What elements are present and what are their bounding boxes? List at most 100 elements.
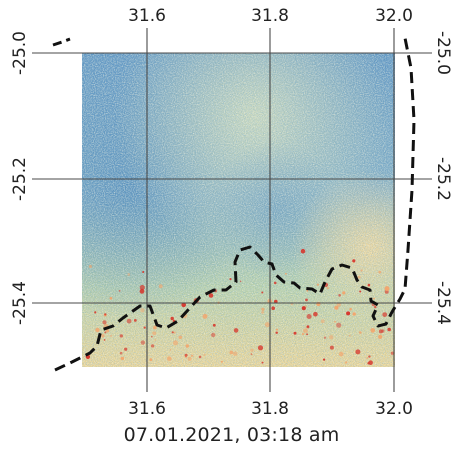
hotspot-pixel <box>329 335 334 340</box>
hotspot-pixel <box>94 311 97 314</box>
hotspot-pixel <box>276 328 278 331</box>
hotspot-pixel <box>306 325 310 328</box>
hotspot-pixel <box>382 312 388 317</box>
hotspot-pixel <box>232 351 238 357</box>
hotspot-pixel <box>367 283 371 287</box>
hotspot-pixel <box>257 345 264 351</box>
hotspot-pixel <box>178 335 183 340</box>
hotspot-pixel <box>158 284 163 289</box>
hotspot-pixel <box>305 305 307 308</box>
hotspot-pixel <box>352 259 356 263</box>
hotspot-pixel <box>323 336 327 339</box>
hotspot-pixel <box>316 283 319 286</box>
raster-layer <box>82 53 395 367</box>
hotspot-pixel <box>384 286 390 292</box>
hotspot-pixel <box>169 349 172 351</box>
hotspot-pixel <box>208 293 214 298</box>
coastline-boundary <box>54 37 416 372</box>
hotspot-pixel <box>203 353 206 356</box>
hotspot-pixel <box>360 269 363 272</box>
hotspot-pixel <box>336 322 342 328</box>
hotspot-pixel <box>181 302 186 308</box>
hotspot-pixel <box>233 328 239 333</box>
hotspot-pixel <box>368 355 371 358</box>
hotspot-pixel <box>198 355 202 359</box>
bottom-tick-labels: 31.6 31.8 32.0 <box>128 399 413 419</box>
hotspot-pixel <box>153 325 157 330</box>
hotspot-pixel <box>390 351 394 355</box>
hotspot-pixel <box>171 331 174 334</box>
hotspot-pixel <box>306 333 308 336</box>
hotspot-pixel <box>126 318 132 324</box>
hotspot-pixel <box>140 340 146 345</box>
hotspot-pixel <box>250 348 254 352</box>
right-tick-labels: -25.0 -25.2 -25.4 <box>433 31 453 325</box>
hotspot-pixel <box>352 312 356 316</box>
hotspot-pixel <box>154 339 157 341</box>
hotspot-pixel <box>229 278 232 281</box>
bottom-tick-label: 31.6 <box>128 399 166 419</box>
hotspot-pixel <box>167 356 172 361</box>
hotspot-pixel <box>326 286 330 290</box>
hotspot-pixel <box>368 360 373 366</box>
top-tick-label: 31.8 <box>251 6 289 26</box>
hotspot-pixel <box>338 294 341 297</box>
hotspot-pixel <box>342 291 346 295</box>
hotspot-pixel <box>173 331 176 334</box>
hotspot-pixel <box>349 307 352 311</box>
left-tick-label: -25.2 <box>10 157 30 201</box>
left-tick-labels: -25.0 -25.2 -25.4 <box>10 31 30 325</box>
hotspot-pixel <box>106 329 110 333</box>
hotspot-pixel <box>173 340 178 346</box>
hotspot-pixel <box>101 334 105 338</box>
hotspot-pixel <box>229 350 234 355</box>
hotspot-pixel <box>329 345 334 350</box>
hotspot-pixel <box>127 273 131 276</box>
hotspot-pixel <box>373 297 375 300</box>
hotspot-pixel <box>357 275 361 279</box>
hotspot-pixel <box>239 280 242 283</box>
top-tick-labels: 31.6 31.8 32.0 <box>128 6 413 26</box>
hotspot-pixel <box>124 347 128 351</box>
right-tick-label: -25.2 <box>433 157 453 201</box>
hotspot-pixel <box>190 354 194 357</box>
hotspot-pixel <box>305 298 308 302</box>
hotspot-pixel <box>139 284 145 291</box>
hotspot-pixel <box>150 344 155 348</box>
timestamp-caption: 07.01.2021, 03:18 am <box>123 424 340 446</box>
hotspot-pixel <box>275 331 278 334</box>
hotspot-pixel <box>366 357 369 359</box>
hotspot-pixel <box>143 326 146 329</box>
hotspot-pixel <box>261 361 264 364</box>
hotspot-pixel <box>359 290 362 293</box>
hotspot-pixel <box>359 331 362 334</box>
hotspot-pixel <box>109 296 113 300</box>
right-tick-label: -25.0 <box>433 31 453 75</box>
hotspot-pixel <box>185 344 189 348</box>
hotspot-pixel <box>220 360 223 363</box>
hotspot-pixel <box>139 288 145 294</box>
hotspot-pixel <box>285 272 287 275</box>
hotspot-pixel <box>306 289 309 292</box>
hotspot-pixel <box>133 319 137 322</box>
hotspot-pixel <box>202 313 208 319</box>
hotspot-pixel <box>120 356 125 361</box>
hotspot-pixel <box>211 332 216 338</box>
hotspot-pixel <box>110 334 113 337</box>
hotspot-pixel <box>118 290 121 292</box>
hotspot-pixel <box>313 311 318 317</box>
bottom-tick-label: 32.0 <box>375 399 413 419</box>
coastline-boundary-nw <box>52 37 71 47</box>
high-value-hotspots <box>85 248 394 366</box>
hotspot-pixel <box>261 311 264 314</box>
right-tick-label: -25.4 <box>433 281 453 325</box>
hotspot-pixel <box>119 351 123 355</box>
hotspot-pixel <box>370 328 376 333</box>
hotspot-pixel <box>104 313 107 316</box>
hotspot-pixel <box>306 314 312 319</box>
hotspot-pixel <box>378 334 383 339</box>
hotspot-pixel <box>103 339 106 341</box>
top-tick-label: 31.6 <box>128 6 166 26</box>
hotspot-pixel <box>273 281 277 285</box>
